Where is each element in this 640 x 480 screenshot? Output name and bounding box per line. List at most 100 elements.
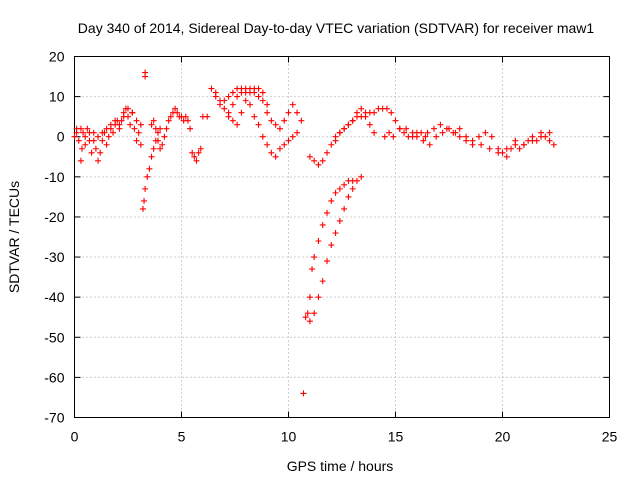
data-point xyxy=(152,125,159,132)
data-point xyxy=(255,121,262,128)
data-point xyxy=(146,165,153,172)
data-point xyxy=(148,153,155,160)
data-point xyxy=(120,113,127,120)
data-point xyxy=(193,157,200,164)
series-late-upper xyxy=(424,121,553,156)
data-point xyxy=(413,133,420,140)
series-spike-near-3h xyxy=(142,69,149,80)
data-point xyxy=(272,121,279,128)
chart-title: Day 340 of 2014, Sidereal Day-to-day VTE… xyxy=(78,20,595,36)
data-point xyxy=(133,137,140,144)
data-point xyxy=(332,133,339,140)
data-point xyxy=(221,105,228,112)
data-point xyxy=(229,89,236,96)
data-point xyxy=(388,109,395,116)
data-point xyxy=(242,97,249,104)
data-point xyxy=(422,133,429,140)
data-point xyxy=(172,105,179,112)
data-point xyxy=(420,137,427,144)
data-point xyxy=(135,129,142,136)
data-point xyxy=(503,153,510,160)
data-point xyxy=(475,133,482,140)
data-point xyxy=(349,185,356,192)
data-point xyxy=(488,133,495,140)
data-point xyxy=(478,141,485,148)
data-point xyxy=(234,121,241,128)
series-dip-near-3h xyxy=(139,125,164,212)
data-point xyxy=(409,129,416,136)
data-point xyxy=(259,89,266,96)
series-arc-6-9h-a xyxy=(208,85,305,132)
data-point xyxy=(276,145,283,152)
data-point xyxy=(137,121,144,128)
y-tick-label: -70 xyxy=(44,410,64,426)
data-point xyxy=(259,97,266,104)
data-point xyxy=(426,141,433,148)
data-point xyxy=(306,318,313,325)
y-tick-label: -40 xyxy=(44,289,64,305)
x-axis-label: GPS time / hours xyxy=(287,458,394,474)
series-early-cluster xyxy=(71,105,144,164)
data-point xyxy=(238,109,245,116)
data-point xyxy=(77,157,84,164)
series-arc-6-9h-c xyxy=(225,85,271,116)
data-point xyxy=(142,73,149,80)
data-point xyxy=(197,145,204,152)
data-point xyxy=(90,137,97,144)
data-point xyxy=(225,93,232,100)
data-point xyxy=(294,129,301,136)
data-point xyxy=(259,133,266,140)
data-point xyxy=(437,121,444,128)
data-point xyxy=(289,101,296,108)
data-point xyxy=(144,173,151,180)
data-point xyxy=(381,133,388,140)
data-point xyxy=(103,125,110,132)
series-hump-12-15h xyxy=(332,105,429,140)
series-late-cluster xyxy=(381,125,557,160)
data-point xyxy=(137,141,144,148)
data-point xyxy=(77,125,84,132)
data-point xyxy=(142,185,149,192)
data-point xyxy=(107,121,114,128)
data-point xyxy=(550,141,557,148)
data-point xyxy=(189,149,196,156)
series-trough-line-1 xyxy=(302,177,356,321)
data-point xyxy=(217,101,224,108)
data-point xyxy=(396,125,403,132)
data-point xyxy=(238,89,245,96)
data-point xyxy=(268,149,275,156)
data-point xyxy=(264,101,271,108)
data-point xyxy=(264,141,271,148)
data-point xyxy=(285,137,292,144)
data-point xyxy=(469,137,476,144)
y-tick-label: 20 xyxy=(49,49,65,65)
data-point xyxy=(229,101,236,108)
data-point xyxy=(116,121,123,128)
data-point xyxy=(302,314,309,321)
data-point xyxy=(315,161,322,168)
data-point xyxy=(349,117,356,124)
data-point xyxy=(353,177,360,184)
data-point xyxy=(246,101,253,108)
y-tick-label: 0 xyxy=(57,129,65,145)
y-tick-label: -50 xyxy=(44,329,64,345)
data-point xyxy=(285,109,292,116)
data-point xyxy=(418,129,425,136)
data-point xyxy=(546,137,553,144)
data-point xyxy=(131,125,138,132)
data-point xyxy=(495,149,502,156)
data-point xyxy=(165,117,172,124)
data-point xyxy=(546,129,553,136)
data-point xyxy=(345,193,352,200)
data-point xyxy=(516,145,523,152)
data-point xyxy=(341,181,348,188)
data-point xyxy=(167,113,174,120)
data-point xyxy=(125,105,131,112)
data-point xyxy=(154,129,161,136)
data-point xyxy=(315,294,322,301)
data-point xyxy=(529,137,536,144)
data-point xyxy=(456,125,463,132)
data-point xyxy=(512,137,519,144)
data-point xyxy=(358,173,365,180)
